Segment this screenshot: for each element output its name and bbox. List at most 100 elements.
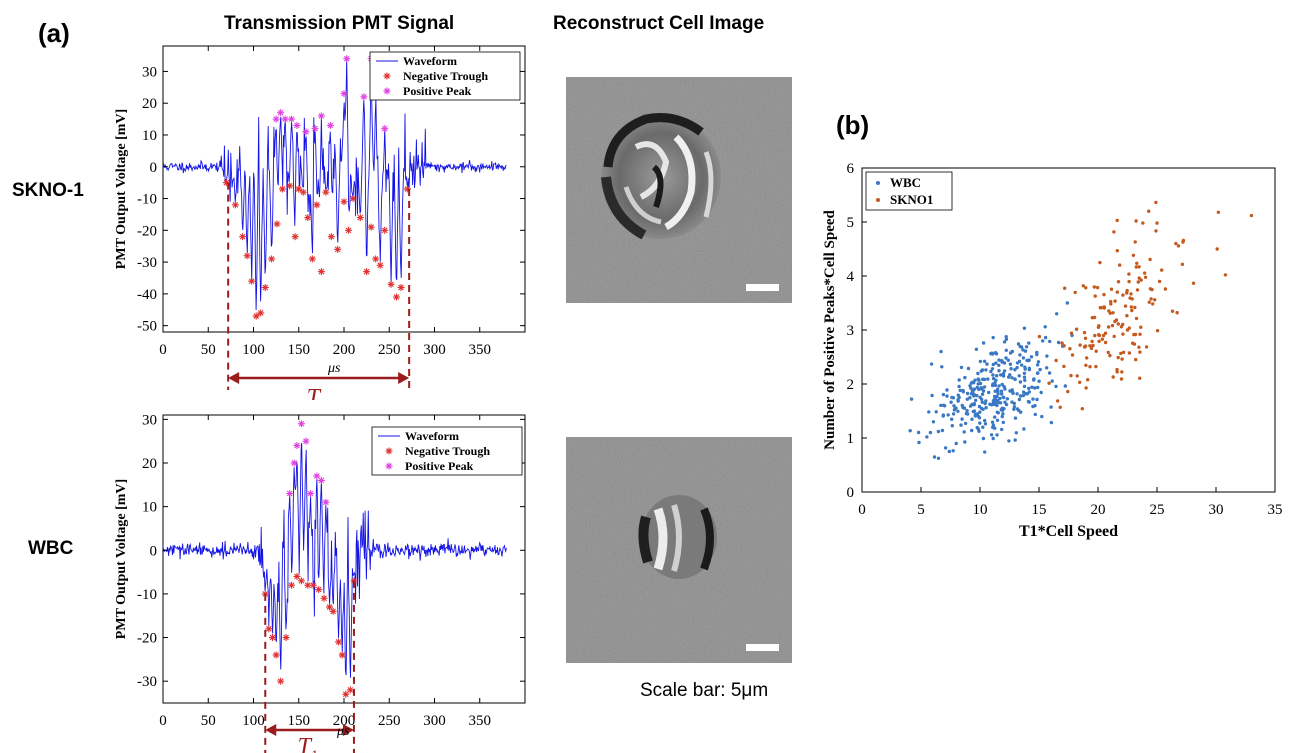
- waveform-line: [162, 58, 507, 311]
- scatter-point: [1137, 276, 1141, 280]
- scatter-point: [1017, 408, 1021, 413]
- t1-arrowhead-right: [398, 372, 410, 384]
- scatter-point: [1001, 412, 1005, 416]
- scatter-point: [964, 411, 969, 416]
- negative-trough-marker: [265, 625, 273, 633]
- scatter-point: [969, 386, 973, 390]
- negative-trough-marker: [299, 188, 307, 196]
- scatter-point: [1112, 334, 1116, 339]
- scatter-point: [1123, 304, 1128, 308]
- signal-column-title: Transmission PMT Signal: [224, 13, 455, 34]
- scatter-point: [1134, 357, 1138, 362]
- x-tick-label: 50: [201, 713, 216, 729]
- x-tick-label: 15: [1032, 502, 1047, 518]
- x-tick-label: 30: [1209, 502, 1224, 518]
- scatter-point: [959, 365, 964, 370]
- scatter-point: [984, 368, 988, 372]
- waveform-line: [162, 442, 507, 678]
- scatter-point: [1147, 209, 1151, 213]
- scatter-point: [996, 392, 1000, 396]
- scatter-point: [1017, 374, 1021, 378]
- scatter-point: [1014, 431, 1018, 435]
- scatter-point: [993, 415, 997, 419]
- scatter-point: [1036, 360, 1041, 364]
- scatter-point: [1035, 397, 1039, 402]
- scatter-point: [1027, 386, 1031, 391]
- negative-trough-marker: [269, 634, 277, 642]
- scatter-point: [917, 440, 921, 445]
- scatter-point: [1148, 257, 1152, 262]
- scatter-point: [978, 359, 983, 364]
- scatter-point: [939, 349, 943, 354]
- negative-trough-marker: [349, 195, 357, 203]
- scatter-point: [1127, 272, 1131, 276]
- scatter-point: [1138, 350, 1142, 354]
- negative-trough-marker: [257, 309, 265, 317]
- scatter-point: [1054, 384, 1058, 389]
- y-tick-label: 0: [847, 485, 855, 501]
- scatter-point: [1151, 302, 1155, 306]
- scatter-point: [949, 400, 953, 404]
- scatter-point: [957, 395, 961, 400]
- scatter-point: [1063, 384, 1067, 388]
- scatter-point: [1215, 247, 1219, 251]
- scatter-point: [1002, 384, 1006, 389]
- scatter-point: [1080, 407, 1084, 411]
- y-tick-label: 0: [150, 160, 158, 176]
- scatter-point: [954, 441, 958, 446]
- scatter-point: [1056, 340, 1061, 345]
- scatter-point: [995, 394, 999, 399]
- negative-trough-marker: [327, 233, 335, 241]
- negative-trough-marker: [397, 284, 405, 292]
- scatter-point: [916, 430, 921, 435]
- x-tick-label: 5: [917, 502, 925, 518]
- scatter-point: [1149, 297, 1153, 301]
- scatter-point: [1081, 284, 1085, 288]
- scatter-point: [1163, 287, 1168, 291]
- scatter-point: [1068, 347, 1072, 351]
- scatter-point: [951, 412, 956, 416]
- scatter-point: [1154, 229, 1158, 233]
- negative-trough-marker: [304, 214, 312, 222]
- scatter-point: [950, 417, 954, 421]
- scatter-point: [969, 381, 973, 385]
- positive-peak-marker: [293, 442, 301, 450]
- scatter-point: [932, 455, 937, 459]
- scatter-point: [981, 407, 985, 411]
- x-tick-label: 35: [1268, 502, 1283, 518]
- scatter-point: [1134, 316, 1139, 321]
- scatter-point: [940, 428, 945, 433]
- scatter-point: [975, 385, 979, 390]
- scatter-point: [1103, 331, 1108, 335]
- scatter-point: [960, 403, 964, 408]
- scatter-point: [1010, 388, 1014, 392]
- scatter-point: [1129, 305, 1133, 309]
- scatter-point: [1022, 371, 1027, 375]
- scatter-point: [1000, 414, 1004, 419]
- scatter-point: [982, 385, 987, 389]
- scatter-point: [909, 397, 914, 401]
- scatter-point: [947, 449, 952, 454]
- scatter-point: [1035, 350, 1039, 355]
- scatter-point: [1174, 241, 1178, 246]
- scatter-point: [1084, 363, 1088, 367]
- scatter-point: [1018, 353, 1022, 357]
- negative-trough-marker: [363, 268, 371, 276]
- positive-peak-marker: [302, 437, 310, 445]
- scatter-point: [1008, 351, 1013, 355]
- scatter-point: [1010, 376, 1014, 380]
- scatter-point: [981, 425, 985, 429]
- scatter-point: [963, 421, 968, 426]
- scatter-point: [989, 433, 994, 437]
- y-tick-label: 10: [142, 500, 157, 516]
- scatter-point: [1065, 301, 1070, 305]
- scatter-point: [1095, 285, 1100, 290]
- scatter-point: [1062, 364, 1066, 369]
- scatter-point: [1025, 358, 1029, 363]
- y-tick-label: -50: [137, 319, 157, 335]
- scatter-point: [1035, 363, 1040, 367]
- t1-label: T1: [307, 385, 328, 400]
- scatter-point: [978, 410, 982, 414]
- negative-trough-marker: [346, 686, 354, 694]
- scatter-point: [1120, 357, 1124, 361]
